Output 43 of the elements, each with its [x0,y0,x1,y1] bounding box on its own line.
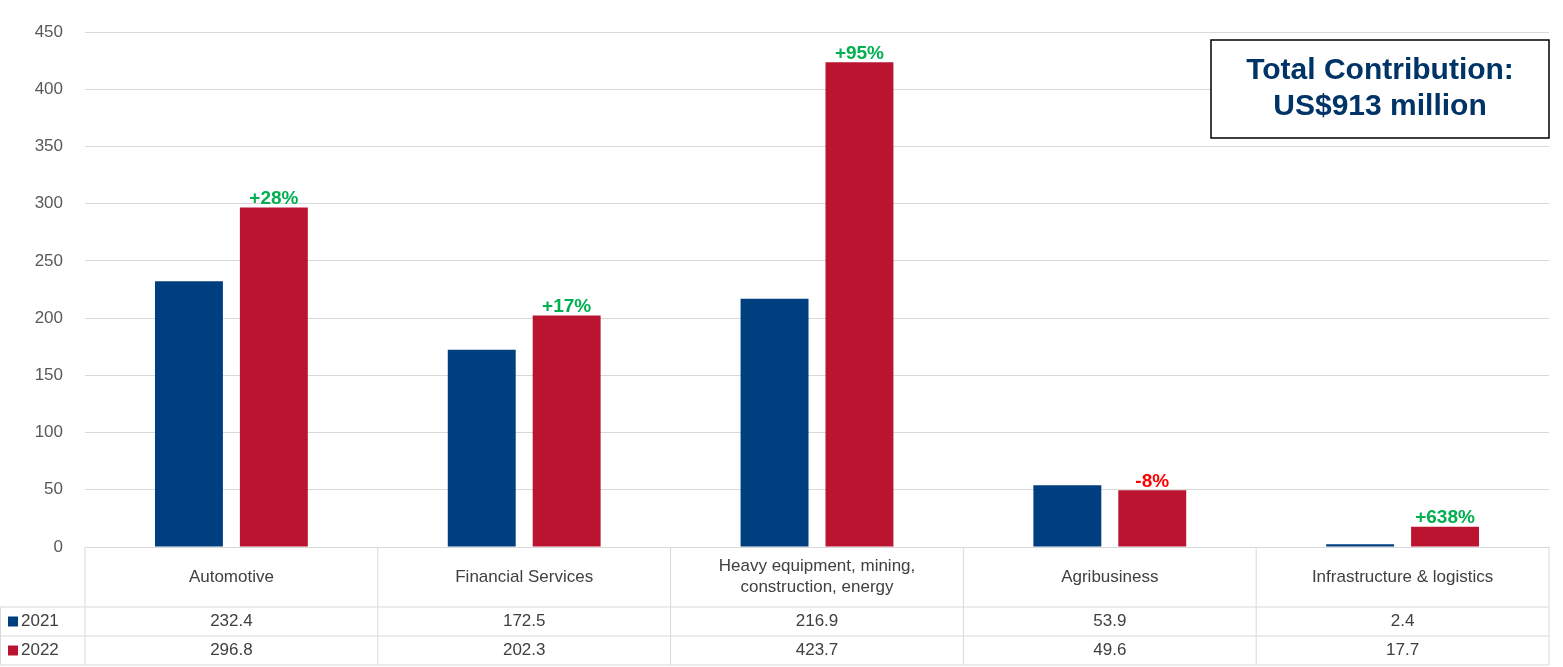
x-tick-label: Automotive [188,566,274,586]
legend-label: 2022 [21,640,59,660]
data-label: 216.9 [795,611,839,631]
x-tick-label: Infrastructure & logistics [1311,566,1494,586]
data-label: 49.6 [1093,640,1127,660]
bar [1118,490,1187,547]
data-label: 232.4 [210,611,253,631]
y-tick-label: 200 [34,307,63,327]
bar [532,315,601,547]
y-tick-label: 450 [34,21,63,41]
y-tick-label: 250 [34,250,63,270]
y-tick-label: 300 [34,193,63,213]
y-tick-label: 100 [34,422,63,442]
bar [239,207,308,547]
annotation: +95% [834,42,885,64]
data-label: 172.5 [502,611,546,631]
bar [1326,544,1395,547]
annotation: Total Contribution: US$913 million [1246,52,1514,122]
x-tick-label: Heavy equipment, mining, construction, energy [718,556,916,597]
y-tick-label: 150 [34,365,63,385]
bar [1033,485,1102,547]
annotation: +638% [1415,506,1475,528]
legend-label: 2021 [21,611,59,631]
y-tick-label: 50 [44,479,63,499]
x-tick-label: Agribusiness [1061,566,1159,586]
data-label: 202.3 [502,640,546,660]
annotation: -8% [1135,469,1170,491]
bar [740,298,809,547]
y-tick-label: 0 [53,536,63,556]
data-label: 423.7 [795,640,839,660]
y-tick-label: 350 [34,136,63,156]
bar [825,62,894,547]
annotation: +28% [249,187,299,209]
data-label: 53.9 [1093,611,1127,631]
annotation: +17% [542,295,592,317]
data-label: 17.7 [1386,640,1420,660]
data-label: 296.8 [210,640,253,660]
bar [154,281,223,547]
data-label: 2.4 [1390,611,1415,631]
y-tick-label: 400 [34,79,63,99]
bar [1411,526,1480,547]
bar [447,349,516,547]
x-tick-label: Financial Services [455,566,594,586]
